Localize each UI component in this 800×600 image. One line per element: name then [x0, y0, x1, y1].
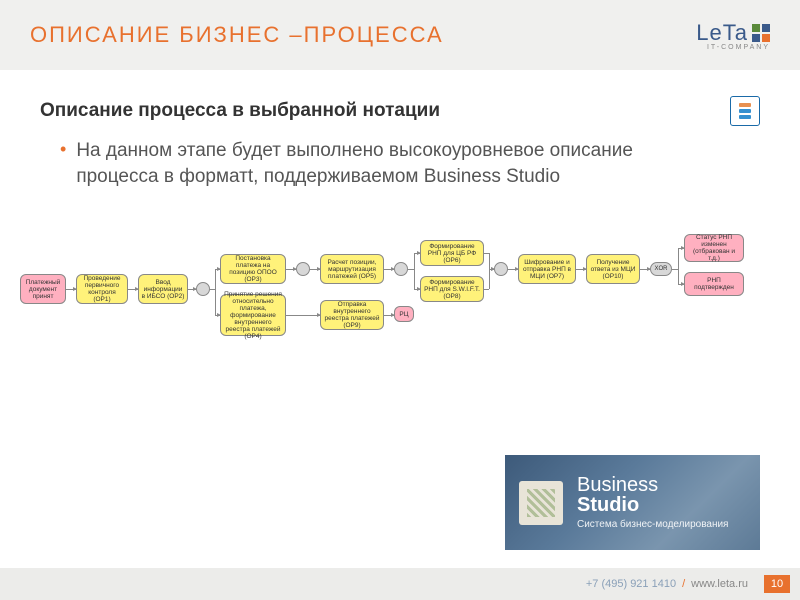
logo: LeTa IT-COMPANY: [696, 20, 770, 51]
flow-arrow: [678, 248, 684, 249]
business-studio-banner: Business Studio Система бизнес-моделиров…: [505, 455, 760, 550]
flow-arrow: [310, 269, 320, 270]
flow-node-n3: Постановка платежа на позицию ОПОО (ОР3): [220, 254, 286, 284]
footer-phone: +7 (495) 921 1410: [586, 578, 676, 590]
logo-text: LeTa: [696, 20, 748, 46]
flow-node-n10: Получение ответа из МЦИ (ОР10): [586, 254, 640, 284]
flow-node-n8: Формирование РНП для S.W.I.F.T.(ОР8): [420, 276, 484, 302]
flow-node-n6: Отправка внутреннего реестра платежей (О…: [320, 300, 384, 330]
flow-arrow: [215, 315, 220, 316]
flow-arrow: [640, 269, 650, 270]
flow-arrow: [678, 248, 679, 269]
flow-arrow: [188, 289, 196, 290]
bs-text: Business Studio Система бизнес-моделиров…: [577, 475, 728, 530]
bs-name: Business Studio: [577, 475, 728, 515]
flow-arrow: [286, 315, 320, 316]
content: Описание процесса в выбранной нотации • …: [0, 70, 800, 200]
flow-node-g4: [494, 262, 508, 276]
flow-arrow: [414, 253, 415, 269]
flow-node-n11: Статус РНП изменен (отбракован и т.д.): [684, 234, 744, 262]
logo-squares-icon: [752, 24, 770, 42]
flow-node-g2: [296, 262, 310, 276]
flowchart-diagram: Платежный документ принят Проведение перв…: [20, 214, 780, 374]
header: ОПИСАНИЕ БИЗНЕС –ПРОЦЕССА LeTa IT-COMPAN…: [0, 0, 800, 70]
bs-icon: [519, 481, 563, 525]
flow-node-n12: РНП подтвержден: [684, 272, 744, 296]
flow-node-n1: Проведение первичного контроля (ОР1): [76, 274, 128, 304]
bullet-text: На данном этапе будет выполнено высокоур…: [76, 138, 636, 190]
page-title: ОПИСАНИЕ БИЗНЕС –ПРОЦЕССА: [30, 22, 444, 48]
footer: +7 (495) 921 1410 / www.leta.ru 10: [0, 568, 800, 600]
flow-node-rc: РЦ: [394, 306, 414, 322]
flow-arrow: [576, 269, 586, 270]
footer-url: www.leta.ru: [691, 578, 748, 590]
bs-sub: Система бизнес-моделирования: [577, 519, 728, 530]
flow-arrow: [484, 289, 489, 290]
flow-arrow: [489, 269, 494, 270]
notation-icon: [730, 96, 760, 126]
page-number: 10: [764, 575, 790, 593]
flow-arrow: [384, 315, 394, 316]
flow-arrow: [489, 253, 490, 269]
flow-arrow: [384, 269, 394, 270]
flow-arrow: [215, 269, 220, 270]
subtitle: Описание процесса в выбранной нотации: [40, 100, 440, 122]
subtitle-row: Описание процесса в выбранной нотации: [40, 96, 760, 126]
flow-arrow: [414, 253, 420, 254]
flow-arrow: [215, 289, 216, 315]
logo-subtitle: IT-COMPANY: [696, 44, 770, 51]
bullet-dot-icon: •: [60, 138, 66, 190]
flow-arrow: [66, 289, 76, 290]
flow-arrow: [489, 269, 490, 289]
flow-node-n5: Расчет позиции, маршрутизация платежей (…: [320, 254, 384, 284]
footer-slash: /: [682, 578, 685, 590]
flow-arrow: [286, 269, 296, 270]
flow-node-n9: Шифрование и отправка РНП в МЦИ (ОР7): [518, 254, 576, 284]
flow-arrow: [414, 289, 420, 290]
flow-node-g3: [394, 262, 408, 276]
flow-arrow: [678, 269, 679, 284]
flow-node-n4: Принятие решения относительно платежа, ф…: [220, 294, 286, 336]
flow-arrow: [414, 269, 415, 289]
flow-node-n7: Формирование РНП для ЦБ РФ (ОР6): [420, 240, 484, 266]
flow-arrow: [215, 269, 216, 289]
flow-node-g1: [196, 282, 210, 296]
flow-node-xor: XOR: [650, 262, 672, 276]
bullet-item: • На данном этапе будет выполнено высоко…: [40, 138, 760, 190]
flow-arrow: [508, 269, 518, 270]
flow-node-n2: Ввод информации в ИБСО (ОР2): [138, 274, 188, 304]
flow-node-n0: Платежный документ принят: [20, 274, 66, 304]
flow-arrow: [128, 289, 138, 290]
flow-arrow: [678, 284, 684, 285]
